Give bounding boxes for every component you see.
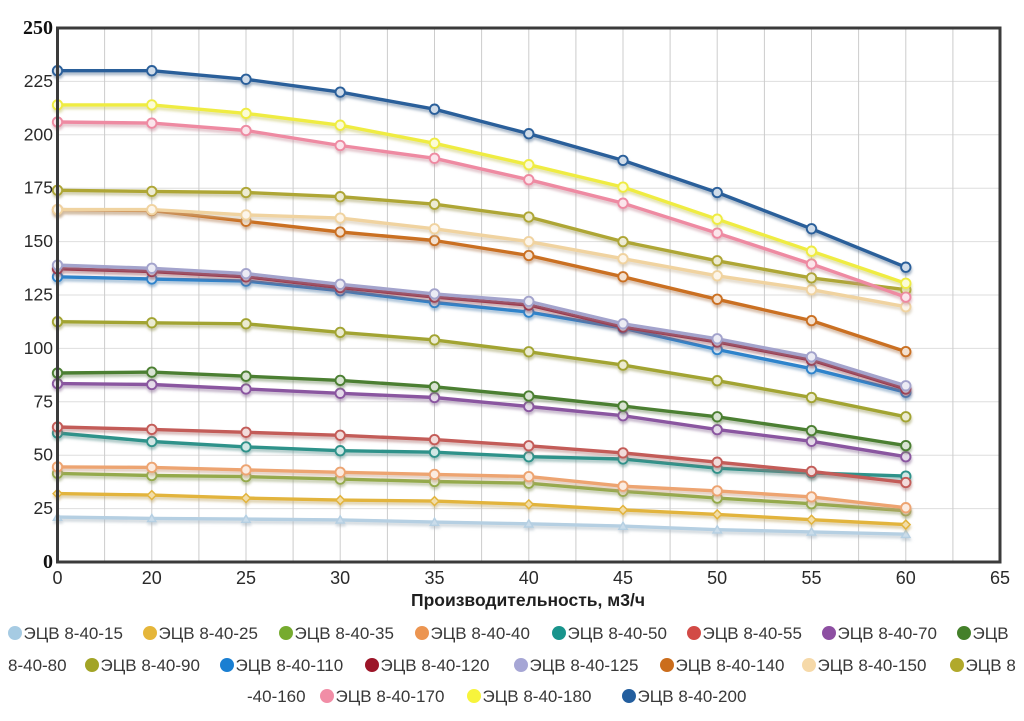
svg-text:ЭЦВ: ЭЦВ [973,624,1009,643]
svg-text:35: 35 [424,568,444,588]
svg-text:ЭЦВ 8-40-125: ЭЦВ 8-40-125 [530,656,639,675]
svg-text:200: 200 [24,124,53,144]
svg-text:45: 45 [613,568,633,588]
svg-text:20: 20 [142,568,162,588]
svg-text:100: 100 [24,338,53,358]
svg-text:30: 30 [330,568,350,588]
svg-text:55: 55 [801,568,821,588]
svg-text:ЭЦВ 8-40-55: ЭЦВ 8-40-55 [703,624,802,643]
svg-text:150: 150 [24,231,53,251]
svg-text:0: 0 [43,551,53,573]
svg-text:ЭЦВ 8-40-50: ЭЦВ 8-40-50 [568,624,667,643]
svg-text:ЭЦВ 8-40-110: ЭЦВ 8-40-110 [236,656,344,675]
svg-text:25: 25 [34,498,53,518]
svg-text:ЭЦВ 8-40-40: ЭЦВ 8-40-40 [431,624,530,643]
svg-text:225: 225 [24,71,53,91]
svg-text:ЭЦВ 8-40-35: ЭЦВ 8-40-35 [295,624,394,643]
svg-text:ЭЦВ 8-40-15: ЭЦВ 8-40-15 [24,624,123,643]
svg-text:ЭЦВ 8-40-170: ЭЦВ 8-40-170 [336,687,445,706]
svg-text:40: 40 [519,568,539,588]
svg-text:ЭЦВ 8-40-70: ЭЦВ 8-40-70 [838,624,937,643]
svg-text:ЭЦВ 8-40-25: ЭЦВ 8-40-25 [159,624,258,643]
svg-text:ЭЦВ 8-40-90: ЭЦВ 8-40-90 [101,656,200,675]
svg-text:50: 50 [707,568,727,588]
svg-text:ЭЦВ 8-40-150: ЭЦВ 8-40-150 [818,656,927,675]
svg-text:ЭЦВ 8-40-140: ЭЦВ 8-40-140 [676,656,785,675]
svg-text:50: 50 [34,445,54,465]
svg-text:25: 25 [236,568,256,588]
svg-text:8-40-80: 8-40-80 [8,656,67,675]
svg-text:-40-160: -40-160 [247,687,306,706]
svg-text:ЭЦВ 8: ЭЦВ 8 [966,656,1016,675]
svg-text:ЭЦВ 8-40-200: ЭЦВ 8-40-200 [638,687,747,706]
svg-text:0: 0 [52,568,62,588]
svg-text:65: 65 [990,568,1010,588]
svg-text:60: 60 [896,568,916,588]
svg-text:ЭЦВ 8-40-180: ЭЦВ 8-40-180 [483,687,592,706]
svg-text:ЭЦВ 8-40-120: ЭЦВ 8-40-120 [381,656,490,675]
svg-text:75: 75 [34,391,53,411]
svg-text:250: 250 [23,17,53,39]
svg-text:175: 175 [24,178,53,198]
svg-text:125: 125 [24,285,53,305]
svg-text:Производительность, м3/ч: Производительность, м3/ч [411,590,645,610]
